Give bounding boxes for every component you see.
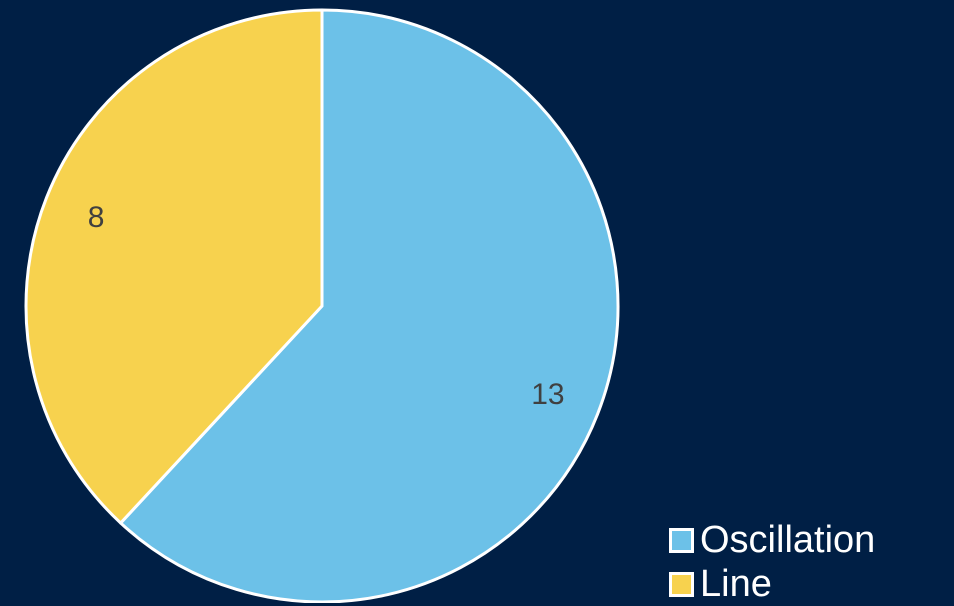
- legend-label-oscillation: Oscillation: [700, 519, 876, 561]
- legend-label-line: Line: [700, 563, 772, 605]
- pie-slice-line[interactable]: [24, 8, 324, 525]
- data-label-oscillation: 13: [531, 378, 564, 411]
- legend-item-line[interactable]: Line: [669, 562, 875, 606]
- legend-swatch-line: [669, 571, 694, 597]
- pie-slice-oscillation[interactable]: [119, 8, 620, 603]
- legend-swatch-oscillation: [669, 527, 694, 553]
- legend: Oscillation Line: [669, 518, 875, 606]
- pie-slices: [24, 8, 620, 603]
- pie-data-labels: 13 8: [88, 201, 565, 411]
- legend-item-oscillation[interactable]: Oscillation: [669, 518, 875, 562]
- data-label-line: 8: [88, 201, 105, 234]
